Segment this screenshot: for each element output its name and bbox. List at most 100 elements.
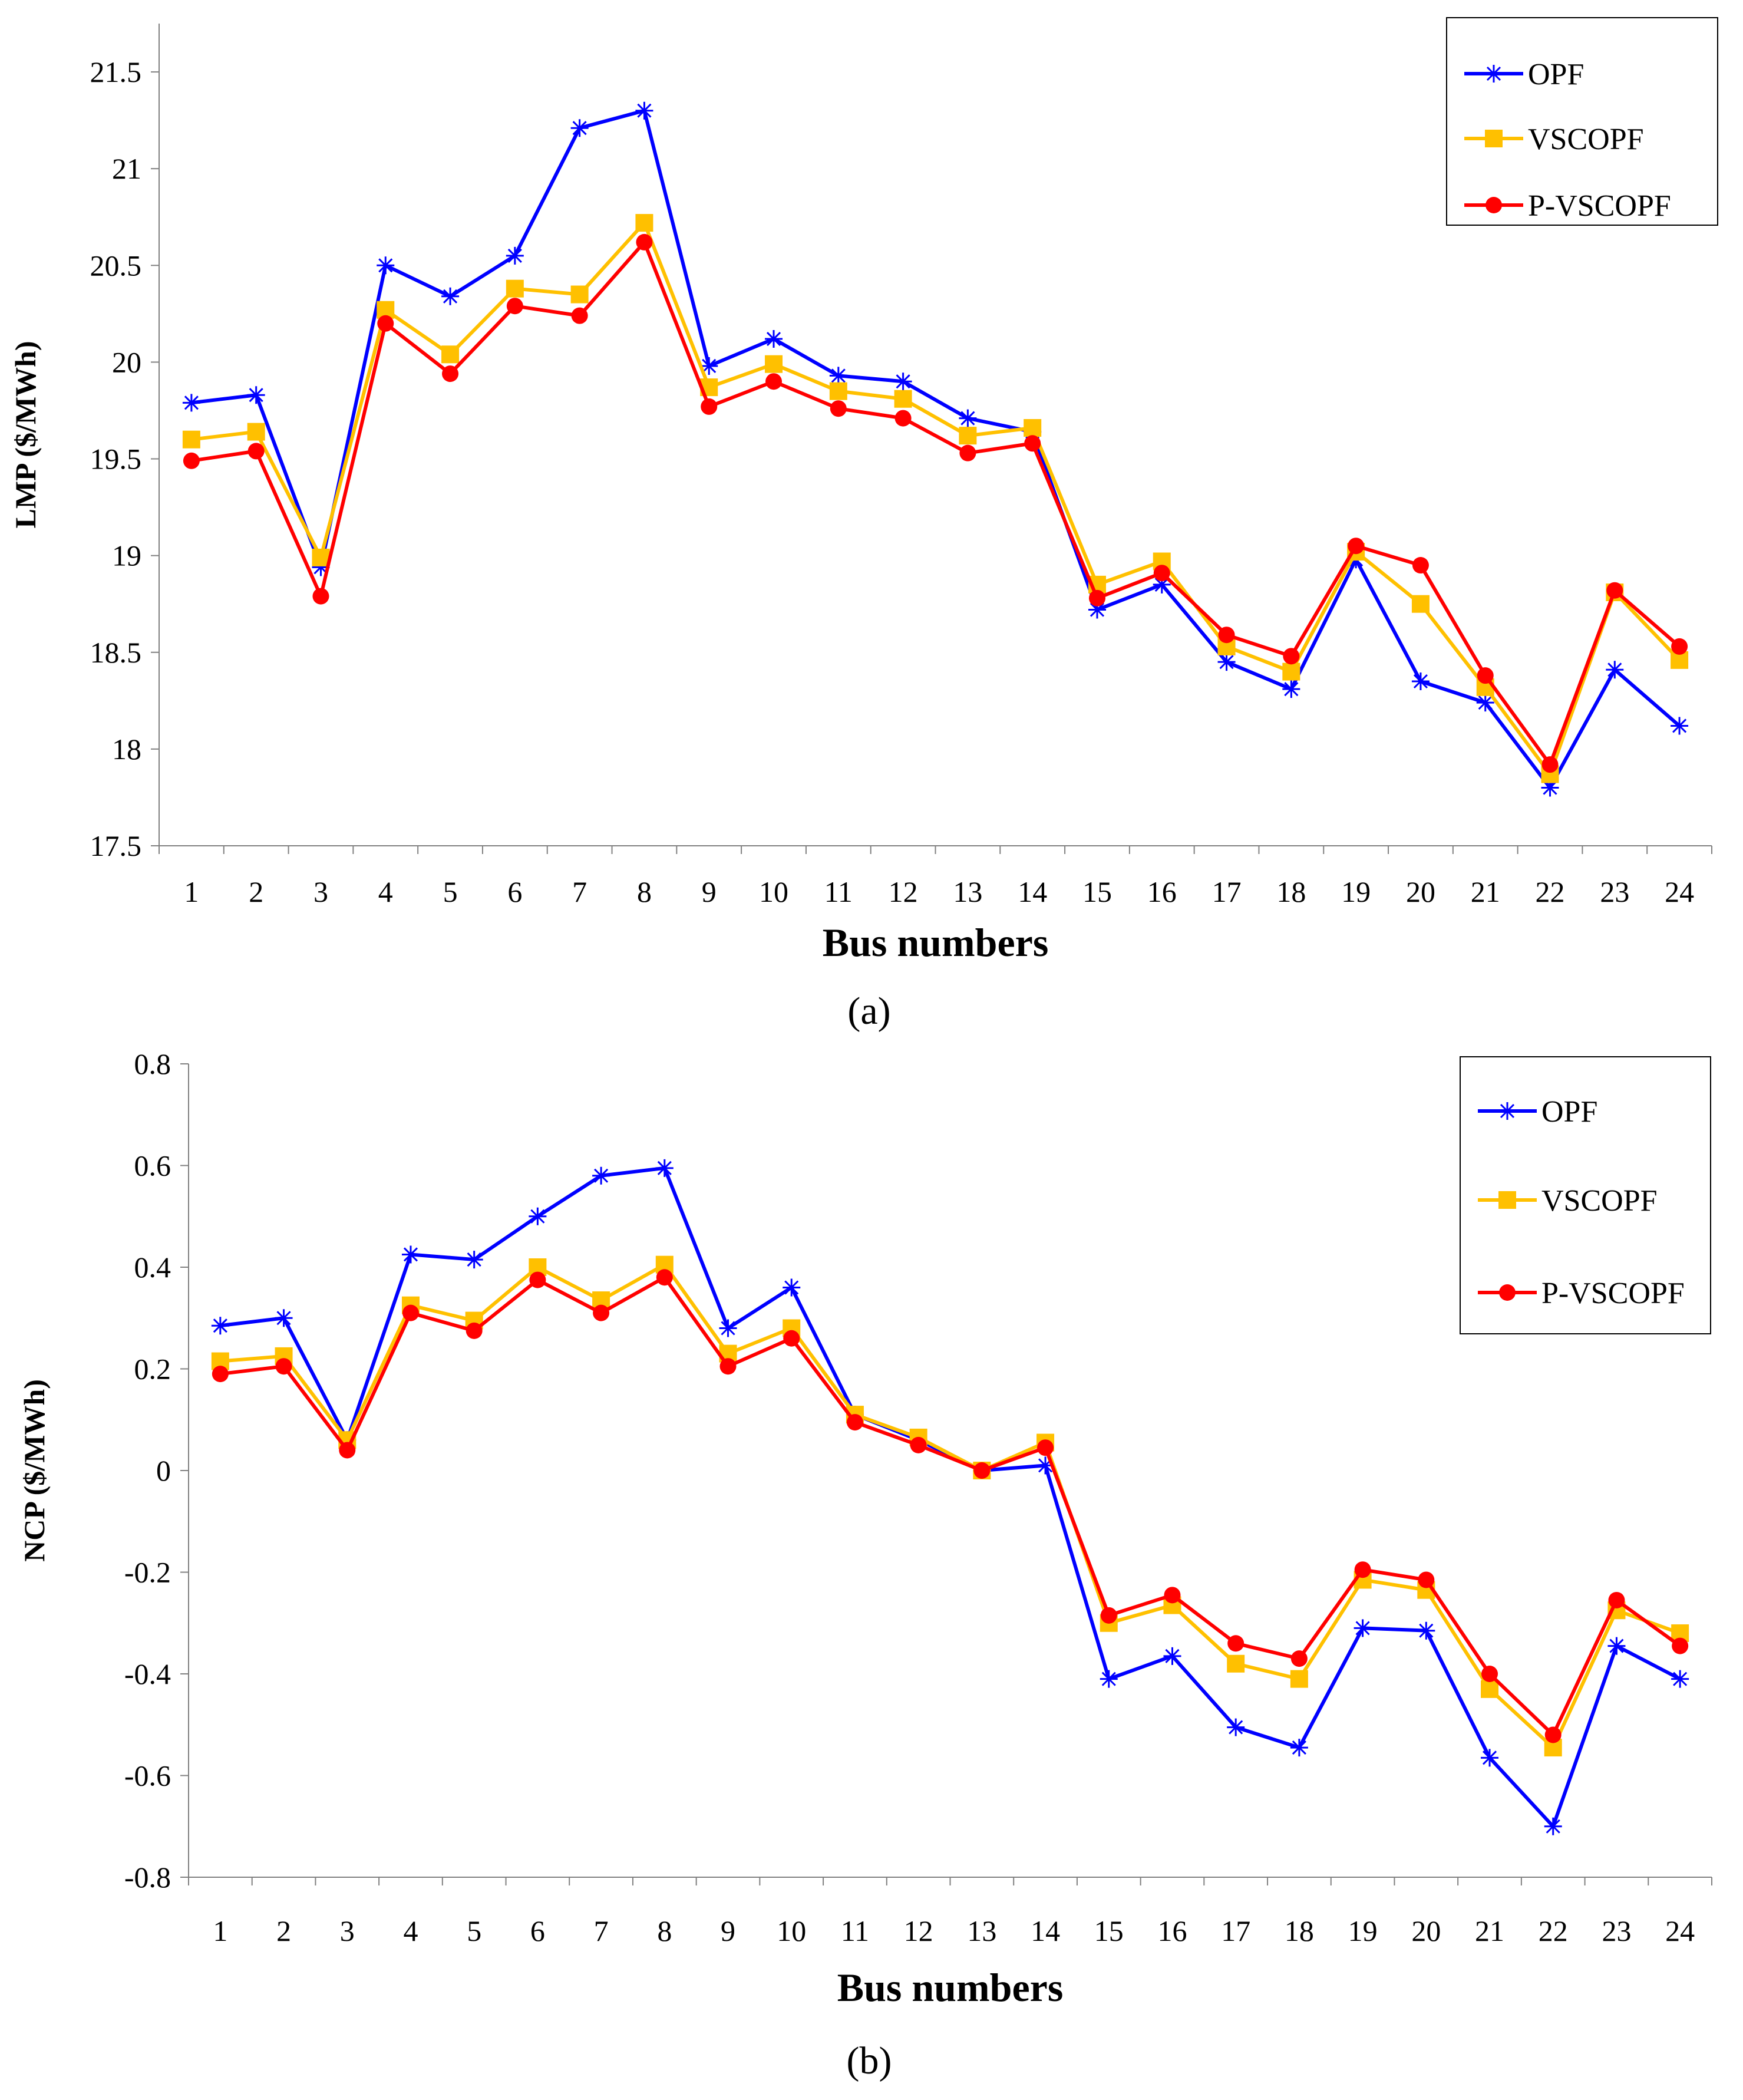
legend-label-p-vscopf: P-VSCOPF <box>1528 189 1671 223</box>
legend-label-opf: OPF <box>1541 1095 1597 1129</box>
data-point-opf <box>1544 1817 1562 1835</box>
data-point-opf <box>1417 1621 1435 1640</box>
x-tick-label: 15 <box>1094 1914 1124 1947</box>
x-tick-label: 17 <box>1212 875 1242 908</box>
y-tick-label: -0.6 <box>124 1759 171 1792</box>
data-point-p-vscopf <box>1218 627 1235 644</box>
x-tick-label: 19 <box>1341 875 1371 908</box>
data-point-p-vscopf <box>765 373 783 390</box>
legend-label-p-vscopf: P-VSCOPF <box>1541 1277 1685 1310</box>
data-point-p-vscopf <box>1541 756 1559 773</box>
data-point-vscopf <box>894 390 912 408</box>
y-axis-title: LMP ($/MWh) <box>9 341 42 528</box>
data-point-p-vscopf <box>1024 435 1041 452</box>
data-point-opf <box>275 1309 293 1327</box>
x-tick-label: 14 <box>1031 1914 1060 1947</box>
data-point-p-vscopf <box>1608 1591 1625 1608</box>
data-point-opf <box>592 1166 610 1185</box>
data-point-p-vscopf <box>212 1366 229 1383</box>
x-tick-label: 21 <box>1475 1914 1504 1947</box>
x-tick-label: 3 <box>313 875 328 908</box>
data-point-opf <box>783 1278 801 1297</box>
data-point-p-vscopf <box>973 1462 991 1479</box>
data-point-p-vscopf <box>910 1436 927 1453</box>
x-tick-label: 9 <box>702 875 717 908</box>
y-tick-label: 20 <box>112 345 141 378</box>
x-tick-label: 20 <box>1406 875 1435 908</box>
y-tick-label: 17.5 <box>90 829 142 862</box>
data-point-vscopf <box>182 430 200 449</box>
legend-marker-p-vscopf <box>1499 1284 1516 1301</box>
y-tick-label: -0.8 <box>124 1861 171 1894</box>
data-point-opf <box>1671 717 1689 735</box>
data-point-p-vscopf <box>571 307 588 324</box>
data-point-opf <box>1606 661 1624 679</box>
series-line-p-vscopf <box>191 240 1681 767</box>
panel-caption: (b) <box>847 2039 892 2082</box>
x-tick-label: 3 <box>340 1914 355 1947</box>
data-point-opf <box>1476 694 1494 712</box>
data-point-p-vscopf <box>656 1269 673 1286</box>
x-tick-label: 2 <box>276 1914 291 1947</box>
x-tick-label: 4 <box>378 875 393 908</box>
x-tick-label: 24 <box>1665 1914 1695 1947</box>
data-point-vscopf <box>247 423 265 441</box>
data-point-p-vscopf <box>830 400 847 417</box>
x-tick-label: 13 <box>967 1914 996 1947</box>
data-point-p-vscopf <box>1290 1650 1308 1667</box>
data-point-opf <box>1411 672 1430 690</box>
legend-label-vscopf: VSCOPF <box>1528 123 1644 156</box>
data-point-opf <box>1607 1637 1626 1655</box>
data-point-opf <box>1036 1456 1055 1475</box>
legend-marker-vscopf <box>1498 1191 1516 1209</box>
data-point-p-vscopf <box>593 1304 610 1321</box>
data-point-vscopf <box>570 285 589 304</box>
data-point-p-vscopf <box>402 1304 419 1321</box>
y-tick-label: 0.4 <box>134 1251 171 1284</box>
data-point-p-vscopf <box>529 1271 546 1288</box>
chart-panel-b: -0.8-0.6-0.4-0.200.20.40.60.81 2 3 4 5 6 7 8 9 10… <box>18 1047 1712 2082</box>
legend-marker-opf <box>1498 1102 1516 1120</box>
data-point-vscopf <box>312 548 330 566</box>
data-point-p-vscopf <box>1418 1571 1435 1588</box>
x-tick-label: 16 <box>1147 875 1177 908</box>
data-point-p-vscopf <box>1164 1587 1181 1604</box>
data-point-p-vscopf <box>1153 565 1170 582</box>
x-tick-label: 1 <box>213 1914 227 1947</box>
y-tick-label: 19.5 <box>90 443 142 476</box>
data-point-opf <box>1282 680 1300 698</box>
data-point-opf <box>719 1319 737 1337</box>
x-tick-label: 12 <box>889 875 918 908</box>
data-point-vscopf <box>441 345 460 364</box>
data-point-opf <box>829 367 847 385</box>
data-point-p-vscopf <box>1037 1439 1054 1456</box>
y-tick-label: 0 <box>156 1454 171 1487</box>
x-tick-label: 23 <box>1602 1914 1631 1947</box>
data-point-p-vscopf <box>1348 538 1365 555</box>
x-tick-label: 2 <box>249 875 263 908</box>
data-point-opf <box>1481 1749 1499 1767</box>
x-tick-label: 8 <box>657 1914 672 1947</box>
data-point-opf <box>1100 1670 1118 1688</box>
data-point-p-vscopf <box>1671 638 1688 655</box>
data-point-p-vscopf <box>1477 667 1494 684</box>
data-point-opf <box>570 119 589 137</box>
data-point-p-vscopf <box>1544 1726 1562 1743</box>
data-point-opf <box>441 287 460 305</box>
data-point-opf <box>1217 653 1236 671</box>
data-point-opf <box>247 386 265 404</box>
data-point-p-vscopf <box>377 315 394 332</box>
x-tick-label: 18 <box>1285 1914 1314 1947</box>
data-point-opf <box>1354 1619 1372 1637</box>
x-tick-label: 18 <box>1276 875 1306 908</box>
data-point-opf <box>765 330 783 348</box>
data-point-opf <box>894 372 912 391</box>
series-vscopf <box>182 214 1689 783</box>
y-tick-label: 21.5 <box>90 55 142 88</box>
data-point-vscopf <box>1290 1670 1308 1688</box>
data-point-vscopf <box>1481 1680 1499 1698</box>
data-point-p-vscopf <box>339 1442 356 1459</box>
data-point-vscopf <box>506 279 524 298</box>
